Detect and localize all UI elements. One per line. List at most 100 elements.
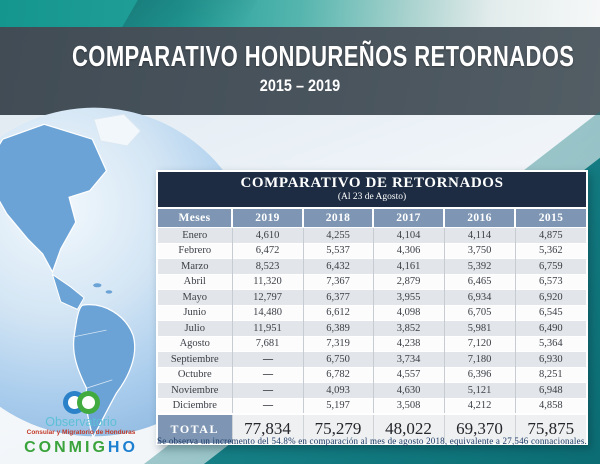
value-cell: 12,797 (231, 289, 303, 305)
value-cell: 4,630 (372, 382, 444, 398)
table-row: Julio 11,951 6,389 3,852 5,981 6,490 (158, 320, 586, 336)
value-cell: 7,180 (443, 351, 515, 367)
green-ring-icon (76, 390, 100, 414)
value-cell: 3,508 (372, 397, 444, 414)
value-cell: 4,161 (372, 258, 444, 274)
column-header-year: 2018 (302, 207, 373, 228)
value-cell: 6,465 (443, 273, 515, 290)
value-cell: 4,858 (514, 397, 586, 414)
total-value-cell: 69,370 (443, 413, 515, 443)
value-cell: 2,879 (372, 273, 444, 290)
month-cell: Febrero (158, 242, 232, 259)
interlocked-rings-icon (6, 389, 156, 415)
logo-brand-blue: HO (107, 439, 138, 456)
value-cell: 5,362 (514, 242, 586, 259)
table-row: Agosto 7,681 7,319 4,238 7,120 5,364 (158, 335, 586, 352)
value-cell: ---- (231, 351, 303, 367)
value-cell: 4,093 (302, 382, 373, 398)
value-cell: 7,120 (443, 335, 515, 352)
value-cell: 11,320 (231, 273, 303, 290)
value-cell: 6,934 (443, 289, 515, 305)
value-cell: 8,523 (231, 258, 303, 274)
value-cell: 6,377 (302, 289, 373, 305)
value-cell: 4,306 (372, 242, 444, 259)
value-cell: 6,759 (514, 258, 586, 274)
value-cell: 5,392 (443, 258, 515, 274)
table-total-row: TOTAL 77,834 75,279 48,022 69,370 75,875 (158, 413, 586, 443)
table-row: Marzo 8,523 6,432 4,161 5,392 6,759 (158, 258, 586, 274)
value-cell: 5,197 (302, 397, 373, 414)
value-cell: 4,875 (514, 227, 586, 243)
value-cell: 3,750 (443, 242, 515, 259)
returnees-table: Meses 2019 2018 2017 2016 2015 Enero 4,610 4,25… (158, 207, 586, 443)
top-accent-bar (0, 0, 600, 27)
column-header-year: 2019 (231, 207, 303, 228)
total-value-cell: 48,022 (372, 413, 444, 443)
month-cell: Mayo (158, 289, 232, 305)
value-cell: 6,432 (302, 258, 373, 274)
page-title: COMPARATIVO HONDUREÑOS RETORNADOS (72, 41, 575, 73)
logo-tagline-text: Consular y Migratorio de Honduras (26, 429, 136, 436)
value-cell: 8,251 (514, 366, 586, 383)
value-cell: ---- (231, 397, 303, 414)
value-cell: 6,545 (514, 304, 586, 321)
value-cell: 4,114 (443, 227, 515, 243)
total-value-cell: 75,279 (302, 413, 373, 443)
month-cell: Abril (158, 273, 232, 290)
logo-brand-green: CONMIG (24, 439, 108, 456)
value-cell: 3,734 (372, 351, 444, 367)
logo-observatorio-text: Observatorio (45, 415, 117, 429)
value-cell: 6,948 (514, 382, 586, 398)
total-value-cell: 77,834 (231, 413, 303, 443)
table-title: COMPARATIVO DE RETORNADOS (240, 175, 504, 191)
month-cell: Septiembre (158, 351, 232, 367)
value-cell: 5,364 (514, 335, 586, 352)
value-cell: 6,573 (514, 273, 586, 290)
value-cell: 5,537 (302, 242, 373, 259)
conmigho-logo: Observatorio Consular y Migratorio de Ho… (6, 389, 156, 457)
value-cell: 6,612 (302, 304, 373, 321)
table-row: Diciembre ---- 5,197 3,508 4,212 4,858 (158, 397, 586, 414)
page-subtitle: 2015 – 2019 (259, 76, 341, 95)
month-cell: Diciembre (158, 397, 232, 414)
logo-brand-text: CONMIGHO (6, 438, 156, 457)
table-header-row: Meses 2019 2018 2017 2016 2015 (158, 207, 586, 228)
month-cell: Julio (158, 320, 232, 336)
month-cell: Junio (158, 304, 232, 321)
value-cell: 4,255 (302, 227, 373, 243)
banner: COMPARATIVO HONDUREÑOS RETORNADOS 2015 –… (0, 27, 600, 115)
table-row: Junio 14,480 6,612 4,098 6,705 6,545 (158, 304, 586, 321)
value-cell: 4,238 (372, 335, 444, 352)
value-cell: ---- (231, 382, 303, 398)
value-cell: ---- (231, 366, 303, 383)
value-cell: 5,121 (443, 382, 515, 398)
value-cell: 4,212 (443, 397, 515, 414)
table-row: Enero 4,610 4,255 4,104 4,114 4,875 (158, 227, 586, 243)
value-cell: 4,104 (372, 227, 444, 243)
value-cell: 6,490 (514, 320, 586, 336)
month-cell: Octubre (158, 366, 232, 383)
value-cell: 6,750 (302, 351, 373, 367)
value-cell: 11,951 (231, 320, 303, 336)
table-row: Febrero 6,472 5,537 4,306 3,750 5,362 (158, 242, 586, 259)
value-cell: 7,367 (302, 273, 373, 290)
table-row: Noviembre ---- 4,093 4,630 5,121 6,948 (158, 382, 586, 398)
column-header-year: 2015 (514, 207, 586, 228)
value-cell: 14,480 (231, 304, 303, 321)
table-row: Octubre ---- 6,782 4,557 6,396 8,251 (158, 366, 586, 383)
value-cell: 6,472 (231, 242, 303, 259)
month-cell: Agosto (158, 335, 232, 352)
month-cell: Enero (158, 227, 232, 243)
month-cell: Noviembre (158, 382, 232, 398)
value-cell: 6,930 (514, 351, 586, 367)
value-cell: 6,920 (514, 289, 586, 305)
value-cell: 4,557 (372, 366, 444, 383)
column-header-year: 2016 (443, 207, 515, 228)
value-cell: 6,389 (302, 320, 373, 336)
value-cell: 7,319 (302, 335, 373, 352)
value-cell: 4,610 (231, 227, 303, 243)
value-cell: 5,981 (443, 320, 515, 336)
value-cell: 7,681 (231, 335, 303, 352)
total-label: TOTAL (158, 413, 232, 443)
